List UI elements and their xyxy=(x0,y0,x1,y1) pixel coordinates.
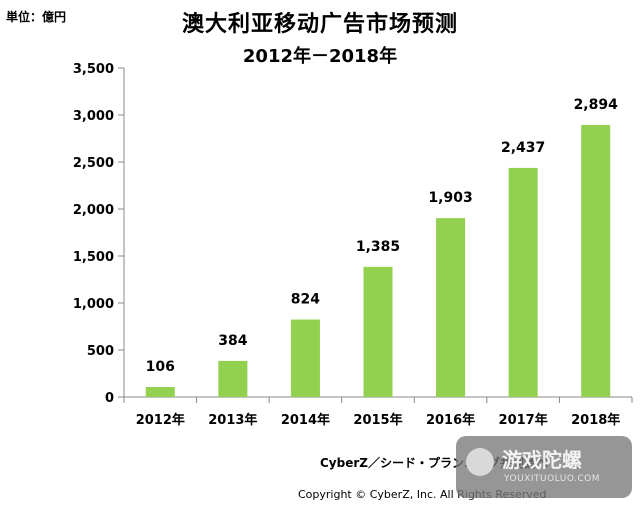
y-tick-label: 2,500 xyxy=(73,156,114,171)
unit-label: 単位：億円 xyxy=(6,10,67,24)
y-axis: 0 500 1,000 1,500 2,000 2,500 3,000 3,500 xyxy=(73,62,125,406)
x-axis: 2012年 2013年 2014年 2015年 2016年 2017年 2018年 xyxy=(123,396,633,428)
bar xyxy=(218,360,248,397)
watermark-logo-icon xyxy=(466,448,494,476)
bar xyxy=(581,124,611,398)
chart-subtitle: 2012年－2018年 xyxy=(242,46,398,67)
bars xyxy=(145,124,611,398)
y-tick-label: 3,000 xyxy=(73,109,114,124)
y-tick-label: 3,500 xyxy=(73,62,114,77)
bar-value-label: 1,903 xyxy=(428,190,472,206)
x-tick-label: 2013年 xyxy=(208,412,257,428)
bar-value-label: 2,437 xyxy=(501,140,545,156)
bar-value-label: 824 xyxy=(291,292,320,308)
bar-value-label: 2,894 xyxy=(574,97,619,113)
y-tick-label: 0 xyxy=(105,391,114,406)
bar-value-label: 1,385 xyxy=(356,239,400,255)
watermark: 游戏陀螺 YOUXITUOLUO.COM xyxy=(456,436,632,498)
y-tick-label: 1,000 xyxy=(73,297,114,312)
bar-value-label: 384 xyxy=(218,333,247,349)
bar-value-label: 106 xyxy=(146,359,175,375)
data-labels: 106 384 824 1,385 1,903 2,437 2,894 xyxy=(146,97,618,375)
bar xyxy=(145,387,175,397)
x-tick-label: 2018年 xyxy=(571,412,620,428)
y-tick-label: 2,000 xyxy=(73,203,114,218)
y-tick-label: 1,500 xyxy=(73,250,114,265)
watermark-url: YOUXITUOLUO.COM xyxy=(504,474,601,484)
watermark-name: 游戏陀螺 xyxy=(502,448,582,472)
x-tick-label: 2014年 xyxy=(281,412,330,428)
bar xyxy=(363,266,393,397)
bar xyxy=(436,218,466,397)
x-tick-label: 2017年 xyxy=(499,412,548,428)
x-tick-label: 2016年 xyxy=(426,412,475,428)
bar xyxy=(508,167,538,397)
x-tick-label: 2012年 xyxy=(136,412,185,428)
chart-title: 澳大利亚移动广告市场预测 xyxy=(181,12,458,37)
x-tick-label: 2015年 xyxy=(353,412,402,428)
bar xyxy=(290,319,320,397)
y-tick-label: 500 xyxy=(87,344,114,359)
